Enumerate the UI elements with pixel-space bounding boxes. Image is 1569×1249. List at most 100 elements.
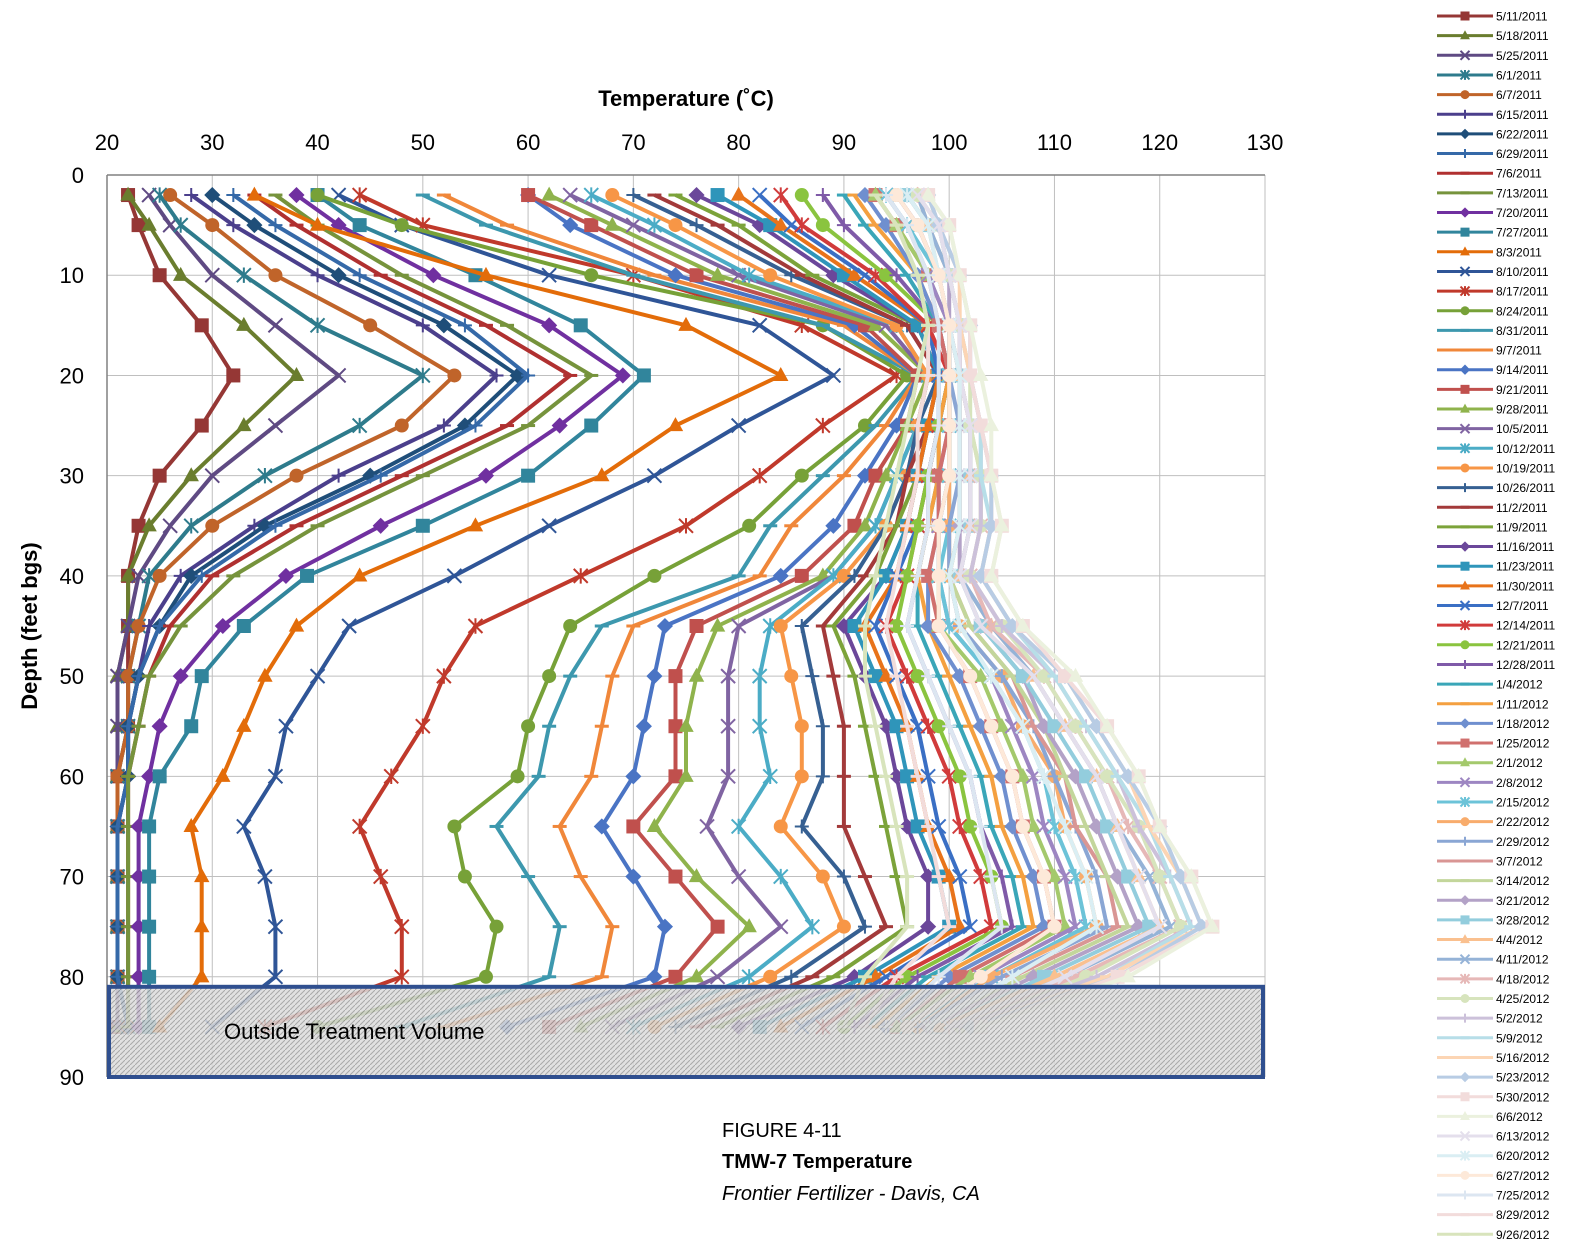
data-point bbox=[667, 417, 684, 432]
legend-label: 4/11/2012 bbox=[1496, 953, 1549, 967]
data-point bbox=[983, 467, 999, 482]
data-point bbox=[994, 919, 1009, 934]
data-point bbox=[710, 188, 725, 203]
data-point bbox=[351, 187, 368, 203]
legend-marker bbox=[1459, 796, 1471, 808]
data-point bbox=[899, 187, 915, 203]
data-point bbox=[172, 266, 189, 281]
legend-marker bbox=[1460, 836, 1470, 846]
data-point bbox=[436, 668, 452, 684]
data-point bbox=[983, 567, 999, 582]
data-point bbox=[352, 218, 367, 233]
legend-label: 8/17/2011 bbox=[1496, 285, 1549, 299]
legend-marker bbox=[1460, 757, 1470, 767]
data-point bbox=[477, 467, 495, 484]
data-point bbox=[435, 317, 452, 334]
figure-subtitle: Frontier Fertilizer - Davis, CA bbox=[722, 1183, 980, 1205]
data-point bbox=[267, 969, 284, 985]
legend-marker bbox=[1460, 463, 1470, 473]
legend-entry: 10/26/2011 bbox=[1437, 481, 1555, 495]
legend-marker bbox=[1460, 580, 1470, 590]
legend-marker bbox=[1460, 11, 1470, 21]
data-point bbox=[183, 518, 199, 534]
data-point bbox=[920, 718, 936, 734]
data-point bbox=[709, 266, 726, 281]
data-point bbox=[688, 868, 705, 883]
data-point bbox=[751, 467, 768, 484]
legend-marker bbox=[1460, 246, 1470, 256]
data-point bbox=[130, 818, 147, 835]
series-line bbox=[443, 193, 920, 1029]
legend-marker bbox=[1460, 1092, 1470, 1102]
data-point bbox=[741, 969, 757, 985]
legend-label: 5/11/2011 bbox=[1496, 10, 1548, 24]
data-point bbox=[931, 719, 946, 734]
data-point bbox=[846, 266, 863, 281]
data-point bbox=[941, 568, 957, 584]
data-point bbox=[194, 868, 210, 883]
data-point bbox=[1099, 717, 1115, 732]
data-point bbox=[309, 317, 326, 334]
series-line bbox=[611, 193, 931, 1029]
legend-marker bbox=[1460, 738, 1470, 748]
legend-label: 8/29/2012 bbox=[1496, 1208, 1550, 1222]
legend-marker bbox=[1460, 915, 1470, 925]
data-point bbox=[668, 969, 683, 984]
data-point bbox=[521, 719, 536, 734]
data-point bbox=[510, 769, 525, 784]
legend-entry: 3/14/2012 bbox=[1437, 874, 1550, 888]
legend-label: 6/29/2011 bbox=[1496, 147, 1549, 161]
data-point bbox=[1047, 719, 1062, 734]
data-point bbox=[236, 619, 251, 633]
data-point bbox=[973, 868, 989, 885]
legend-entry: 11/23/2011 bbox=[1437, 560, 1555, 574]
y-tick-label: 30 bbox=[60, 464, 84, 489]
legend-entry: 2/29/2012 bbox=[1437, 835, 1550, 849]
data-point bbox=[362, 467, 379, 484]
data-point bbox=[614, 367, 631, 384]
legend-label: 11/23/2011 bbox=[1496, 560, 1555, 574]
legend-marker bbox=[1460, 149, 1470, 159]
series-line bbox=[136, 193, 625, 1027]
data-point bbox=[931, 518, 946, 533]
legend-entry: 9/28/2011 bbox=[1437, 403, 1549, 417]
legend-marker bbox=[1459, 541, 1471, 552]
series-line bbox=[158, 193, 783, 1029]
data-point bbox=[921, 669, 936, 684]
data-point bbox=[257, 467, 273, 484]
data-point bbox=[879, 268, 894, 283]
legend-label: 9/7/2011 bbox=[1496, 344, 1542, 358]
data-point bbox=[879, 568, 894, 583]
data-point bbox=[468, 418, 483, 433]
legend-label: 5/18/2011 bbox=[1496, 29, 1549, 43]
legend-label: 11/16/2011 bbox=[1496, 540, 1555, 554]
data-point bbox=[741, 267, 757, 283]
data-point bbox=[973, 618, 989, 634]
data-point bbox=[1109, 818, 1126, 835]
data-point bbox=[689, 619, 704, 633]
data-point bbox=[383, 768, 399, 785]
data-point bbox=[825, 367, 842, 384]
data-point bbox=[857, 517, 873, 532]
y-tick-label: 50 bbox=[60, 664, 84, 689]
data-point bbox=[467, 618, 484, 634]
legend-marker bbox=[1460, 90, 1470, 100]
data-point bbox=[942, 318, 957, 333]
legend-label: 5/23/2012 bbox=[1496, 1071, 1550, 1085]
data-point bbox=[131, 619, 146, 633]
x-tick-label: 130 bbox=[1247, 130, 1284, 155]
data-point bbox=[1025, 668, 1042, 684]
data-point bbox=[373, 468, 388, 483]
legend-marker bbox=[1459, 600, 1471, 611]
legend-label: 6/13/2012 bbox=[1496, 1130, 1550, 1144]
outside-treatment-box bbox=[107, 984, 1265, 1079]
data-point bbox=[1004, 818, 1021, 835]
data-point bbox=[204, 467, 220, 484]
data-point bbox=[646, 668, 663, 685]
data-point bbox=[267, 918, 284, 935]
legend-label: 4/4/2012 bbox=[1496, 933, 1543, 947]
x-tick-label: 30 bbox=[200, 130, 224, 155]
data-point bbox=[1057, 969, 1073, 985]
legend-label: 6/1/2011 bbox=[1496, 68, 1542, 82]
